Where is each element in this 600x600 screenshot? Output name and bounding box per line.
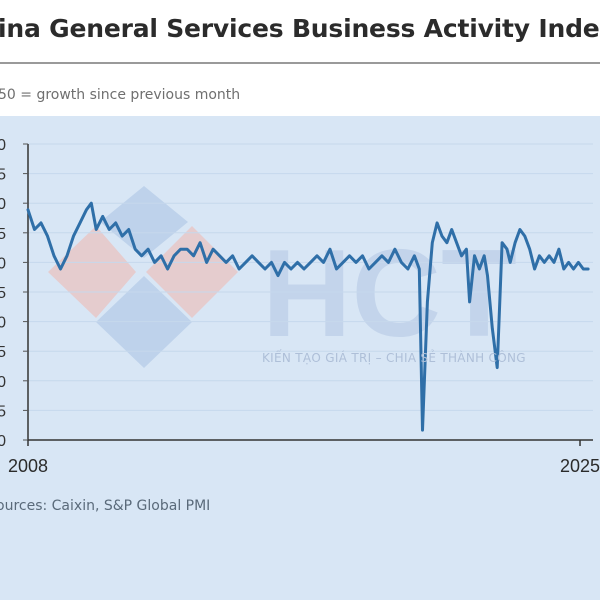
x-tick-label: 2025 [560, 456, 600, 476]
watermark-diamond-left [48, 226, 136, 318]
y-tick-label: 0 [0, 315, 6, 332]
y-tick-label: 0 [0, 374, 6, 391]
chart-title: ina General Services Business Activity I… [0, 14, 600, 43]
chart-source: ources: Caixin, S&P Global PMI [0, 498, 211, 514]
y-tick-label: 5 [0, 403, 6, 420]
y-tick-label: 0 [0, 137, 6, 154]
watermark-text: HCT [262, 225, 517, 363]
y-tick-label: 5 [0, 226, 6, 243]
y-tick-label: 5 [0, 344, 6, 361]
title-divider [0, 62, 600, 64]
chart-subtitle: 50 = growth since previous month [0, 87, 241, 103]
series-line [26, 201, 590, 432]
x-axis-ticks: 2008 2025 [8, 440, 600, 476]
y-axis-ticks: 0 5 0 5 0 5 0 5 0 5 0 [0, 137, 28, 450]
x-tick-label: 2008 [8, 456, 48, 476]
y-tick-label: 5 [0, 167, 6, 184]
y-tick-label: 0 [0, 196, 6, 213]
chart-panel [0, 116, 600, 600]
watermark-logo: HCT [48, 186, 517, 368]
watermark-diamond-top [100, 186, 188, 258]
y-tick-label: 5 [0, 285, 6, 302]
y-tick-label: 0 [0, 255, 6, 272]
watermark-tagline: KIẾN TẠO GIÁ TRỊ – CHIA SẺ THÀNH CÔNG [262, 351, 526, 365]
y-tick-label: 0 [0, 433, 6, 450]
